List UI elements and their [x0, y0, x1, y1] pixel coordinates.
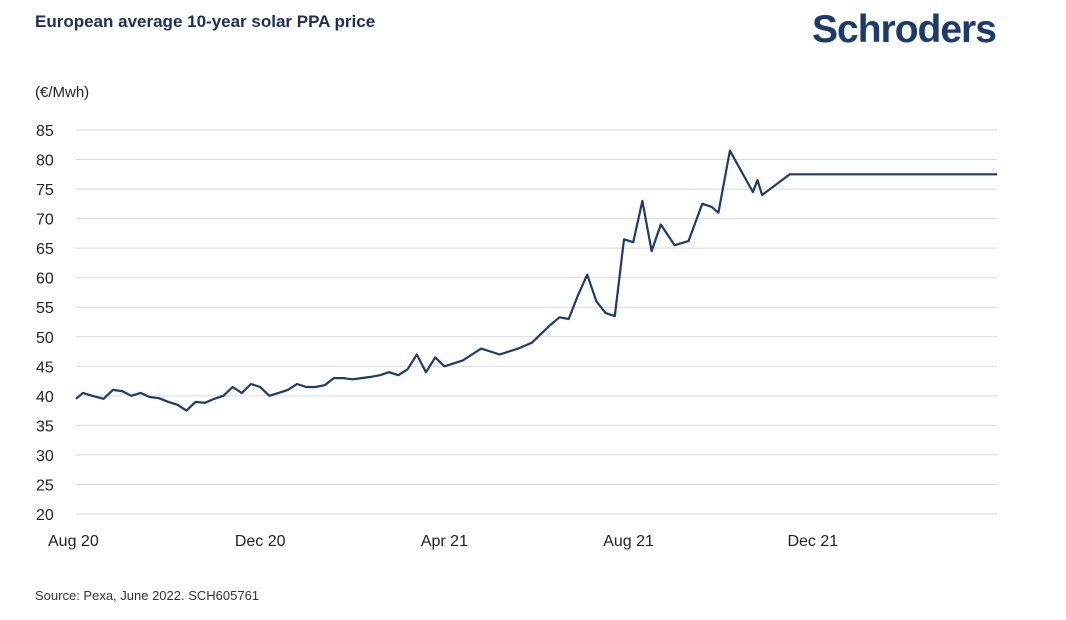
y-tick-label: 25: [36, 477, 54, 494]
x-tick-label: Apr 21: [421, 533, 468, 550]
y-tick-label: 65: [36, 241, 54, 258]
y-tick-label: 20: [36, 507, 54, 524]
x-tick-label: Dec 20: [235, 533, 286, 550]
y-tick-label: 50: [36, 330, 54, 347]
y-tick-label: 30: [36, 448, 54, 465]
y-tick-label: 75: [36, 182, 54, 199]
y-tick-label: 60: [36, 271, 54, 288]
series-group: [75, 149, 997, 412]
brand-logo: Schroders: [812, 8, 997, 51]
x-tick-label: Aug 20: [48, 533, 99, 550]
y-tick-label: 70: [36, 212, 54, 229]
y-tick-label: 85: [36, 123, 54, 140]
y-tick-label: 35: [36, 418, 54, 435]
x-tick-label: Dec 21: [787, 533, 838, 550]
y-tick-label: 45: [36, 359, 54, 376]
y-tick-label: 55: [36, 300, 54, 317]
y-tick-label: 80: [36, 153, 54, 170]
gridlines: [76, 129, 997, 515]
y-tick-label: 40: [36, 389, 54, 406]
series-line: [75, 149, 997, 412]
y-axis-label: (€/Mwh): [35, 84, 90, 101]
source-note: Source: Pexa, June 2022. SCH605761: [35, 588, 260, 603]
x-axis-ticks: Aug 20 Dec 20 Apr 21 Aug 21 Dec 21: [48, 533, 838, 550]
chart-title: European average 10-year solar PPA price: [35, 12, 376, 31]
y-axis-ticks: 85 80 75 70 65 60 55 50 45 40 35 30 25 20: [36, 123, 54, 524]
x-tick-label: Aug 21: [603, 533, 654, 550]
